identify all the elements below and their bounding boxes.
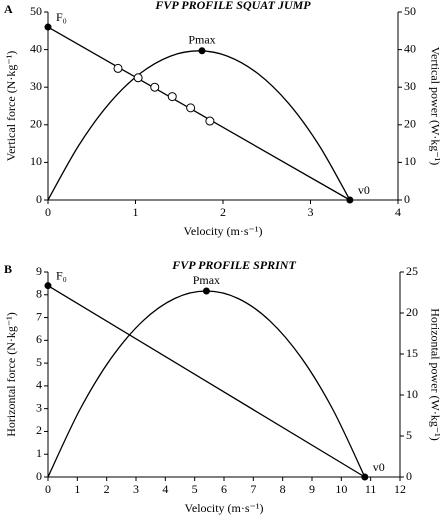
series-line <box>47 285 366 478</box>
x-tick-label: 0 <box>45 205 51 219</box>
y-tick-label: 0 <box>36 469 42 483</box>
x-tick-label: 0 <box>45 482 51 496</box>
data-point <box>167 92 177 102</box>
series-line <box>47 26 351 201</box>
x-tick-label: 6 <box>221 482 227 496</box>
x-tick-label: 7 <box>250 482 256 496</box>
y2-tick-label: 10 <box>404 154 416 168</box>
y2-tick-label: 0 <box>406 469 412 483</box>
x-tick-label: 1 <box>133 205 139 219</box>
data-point <box>133 73 143 83</box>
x-tick-label: 12 <box>394 482 406 496</box>
y2-tick-label: 50 <box>404 4 416 18</box>
x-tick-label: 4 <box>162 482 168 496</box>
y-tick-label: 0 <box>36 192 42 206</box>
y2-axis-label: Horizontal power (W·kg⁻¹) <box>428 308 442 441</box>
y2-tick-label: 20 <box>406 305 418 319</box>
y-tick-label: 10 <box>30 154 42 168</box>
panel-label: A <box>4 2 13 16</box>
y2-tick-label: 5 <box>406 428 412 442</box>
x-tick-label: 11 <box>365 482 377 496</box>
y-axis-label: Horizontal force (N·kg⁻¹) <box>4 312 18 437</box>
y-axis-label: Vertical force (N·kg⁻¹) <box>4 51 18 162</box>
x-tick-label: 2 <box>220 205 226 219</box>
y2-tick-label: 10 <box>406 387 418 401</box>
y-tick-label: 20 <box>30 117 42 131</box>
data-point <box>44 23 52 31</box>
chart-title: FVP PROFILE SPRINT <box>171 258 296 272</box>
data-point <box>186 103 196 113</box>
point-label: F₀ <box>56 268 67 282</box>
y-tick-label: 8 <box>36 287 42 301</box>
x-tick-label: 1 <box>74 482 80 496</box>
data-point <box>205 116 215 126</box>
point-label: v0 <box>373 460 385 474</box>
series-line <box>47 50 351 201</box>
data-point <box>113 63 123 73</box>
x-tick-label: 8 <box>280 482 286 496</box>
point-label: Pmax <box>188 33 215 47</box>
y2-tick-label: 20 <box>404 117 416 131</box>
y2-axis-label: Vertical power (W·kg⁻¹) <box>428 47 442 166</box>
x-tick-label: 4 <box>395 205 401 219</box>
y2-tick-label: 30 <box>404 79 416 93</box>
y-tick-label: 4 <box>36 378 42 392</box>
x-tick-label: 5 <box>192 482 198 496</box>
y-tick-label: 40 <box>30 41 42 55</box>
panel-label: B <box>4 262 12 276</box>
x-tick-label: 2 <box>104 482 110 496</box>
y2-tick-label: 15 <box>406 346 418 360</box>
x-tick-label: 10 <box>335 482 347 496</box>
data-point <box>198 47 206 55</box>
y2-tick-label: 40 <box>404 41 416 55</box>
point-label: F₀ <box>56 10 67 24</box>
data-point <box>202 287 210 295</box>
y-tick-label: 1 <box>36 446 42 460</box>
data-point <box>44 282 52 290</box>
point-label: Pmax <box>193 273 220 287</box>
series-line <box>47 290 366 478</box>
chart-title: FVP PROFILE SQUAT JUMP <box>154 0 311 12</box>
y-tick-label: 6 <box>36 332 42 346</box>
y2-tick-label: 0 <box>404 192 410 206</box>
y2-tick-label: 25 <box>406 264 418 278</box>
y-tick-label: 3 <box>36 400 42 414</box>
y-tick-label: 5 <box>36 355 42 369</box>
panel: 0 1 2 3 4 5 6 7 8 9 10 11 1201234567890510152025FVP … <box>4 258 443 515</box>
x-axis-label: Velocity (m·s⁻¹) <box>184 224 263 238</box>
y-tick-label: 2 <box>36 423 42 437</box>
y-tick-label: 7 <box>36 309 42 323</box>
y-tick-label: 30 <box>30 79 42 93</box>
y-tick-label: 9 <box>36 264 42 278</box>
y-tick-label: 50 <box>30 4 42 18</box>
point-label: v0 <box>358 183 370 197</box>
x-tick-label: 3 <box>308 205 314 219</box>
x-tick-label: 3 <box>133 482 139 496</box>
data-point <box>150 82 160 92</box>
x-axis-label: Velocity (m·s⁻¹) <box>185 501 264 515</box>
x-tick-label: 9 <box>309 482 315 496</box>
